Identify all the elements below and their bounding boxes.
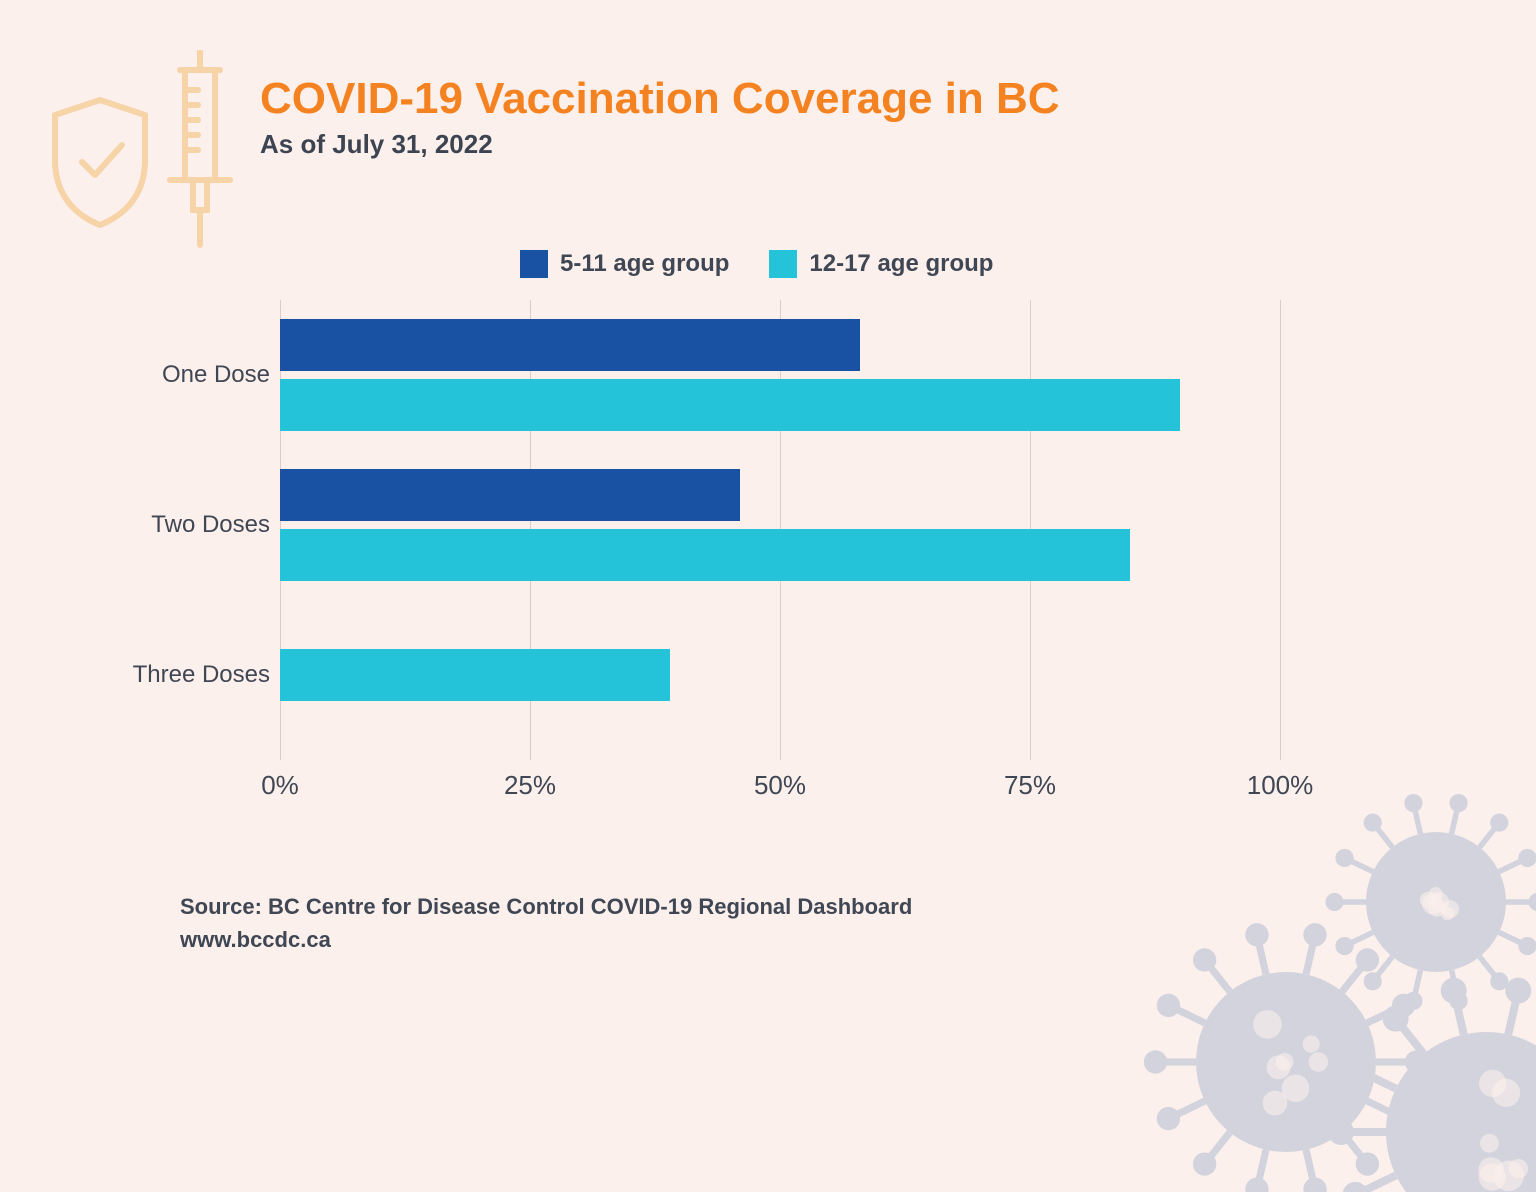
category-label: One Dose (130, 361, 270, 389)
shield-icon (55, 100, 145, 225)
chart-bar (280, 529, 1130, 581)
virus-icon (1056, 672, 1536, 1192)
legend-label: 5-11 age group (560, 250, 729, 278)
category-label: Three Doses (130, 661, 270, 689)
x-tick-label: 50% (754, 770, 806, 801)
chart-bar (280, 469, 740, 521)
legend-item: 5-11 age group (520, 250, 729, 278)
legend-item: 12-17 age group (769, 250, 993, 278)
chart-legend: 5-11 age group 12-17 age group (520, 250, 993, 278)
source-line: Source: BC Centre for Disease Control CO… (180, 890, 912, 923)
chart-bar (280, 319, 860, 371)
x-tick-label: 25% (504, 770, 556, 801)
page-title: COVID-19 Vaccination Coverage in BC (260, 75, 1060, 123)
source-url: www.bccdc.ca (180, 923, 912, 956)
source-attribution: Source: BC Centre for Disease Control CO… (180, 890, 912, 956)
header-icons (40, 50, 250, 255)
title-block: COVID-19 Vaccination Coverage in BC As o… (260, 75, 1060, 160)
category-label: Two Doses (130, 511, 270, 539)
syringe-icon (170, 50, 230, 245)
chart-bar (280, 379, 1180, 431)
legend-swatch (769, 250, 797, 278)
chart-bar (280, 649, 670, 701)
legend-swatch (520, 250, 548, 278)
legend-label: 12-17 age group (809, 250, 993, 278)
page-subtitle: As of July 31, 2022 (260, 129, 1060, 160)
x-tick-label: 0% (261, 770, 299, 801)
x-tick-label: 75% (1004, 770, 1056, 801)
